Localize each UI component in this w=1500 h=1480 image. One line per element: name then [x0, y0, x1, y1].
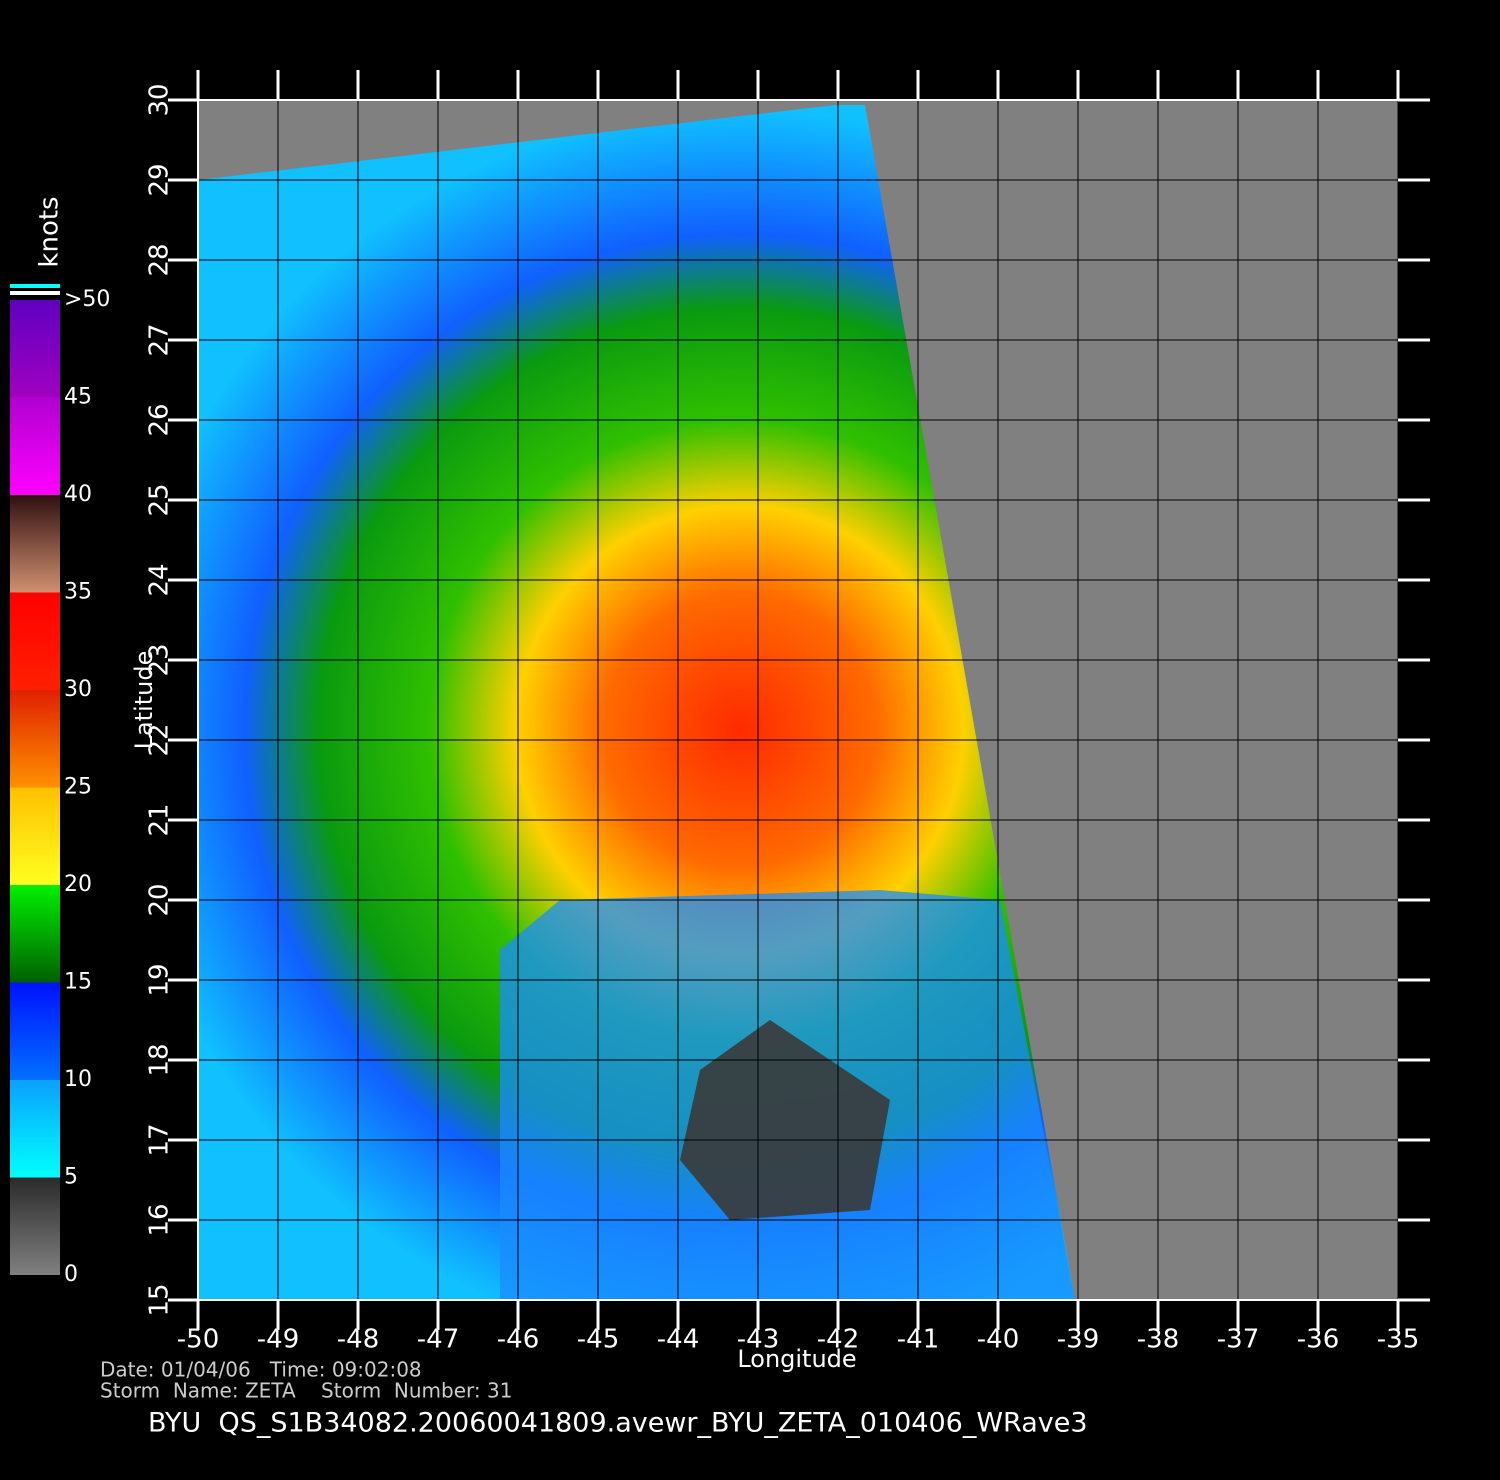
x-tick-label: -39: [1057, 1325, 1099, 1355]
x-tick-label: -46: [497, 1325, 539, 1355]
colorbar-segment: [10, 690, 60, 788]
colorbar-label: 15: [64, 970, 92, 995]
colorbar-segment: [10, 885, 60, 983]
x-tick-label: -40: [977, 1325, 1019, 1355]
colorbar-segment: [10, 1080, 60, 1178]
y-tick-label: 27: [145, 323, 175, 356]
colorbar-label: 25: [64, 775, 92, 800]
y-tick-label: 29: [145, 163, 175, 196]
colorbar-label: 35: [64, 580, 92, 605]
y-tick-label: 24: [145, 563, 175, 596]
y-tick-label: 21: [145, 803, 175, 836]
y-tick-label: 17: [145, 1123, 175, 1156]
x-tick-label: -38: [1137, 1325, 1179, 1355]
y-tick-label: 19: [145, 963, 175, 996]
y-tick-label: 20: [145, 883, 175, 916]
y-axis-label: Latitude: [130, 651, 158, 750]
x-tick-label: -48: [337, 1325, 379, 1355]
x-tick-label: -35: [1377, 1325, 1419, 1355]
colorbar-label: 40: [64, 482, 92, 507]
y-tick-label: 23: [145, 643, 175, 676]
colorbar-cap: [10, 284, 60, 288]
colorbar-segment: [10, 397, 60, 495]
colorbar-label: 0: [64, 1262, 78, 1287]
colorbar-title: knots: [35, 196, 65, 267]
y-tick-label: 18: [145, 1043, 175, 1076]
colorbar-segment: [10, 787, 60, 885]
x-axis-label: Longitude: [737, 1345, 856, 1373]
footer-product: BYU QS_S1B34082.20060041809.avewr_BYU_ZE…: [148, 1408, 1088, 1439]
colorbar: 0 5 10 15 20 25 30 35 40 45 >50: [10, 284, 110, 1287]
x-tick-label: -41: [897, 1325, 939, 1355]
colorbar-segment: [10, 1177, 60, 1275]
colorbar-label: 30: [64, 677, 92, 702]
colorbar-label: 45: [64, 385, 92, 410]
colorbar-label: 5: [64, 1165, 78, 1190]
x-tick-label: -49: [257, 1325, 299, 1355]
x-tick-label: -36: [1297, 1325, 1339, 1355]
colorbar-segment: [10, 300, 60, 398]
y-tick-label: 22: [145, 723, 175, 756]
y-tick-label: 25: [145, 483, 175, 516]
colorbar-label: 10: [64, 1067, 92, 1092]
footer-date: Date: 01/04/06 Time: 09:02:08: [100, 1358, 422, 1382]
x-tick-label: -45: [577, 1325, 619, 1355]
y-tick-label: 26: [145, 403, 175, 436]
axes: -50 -49 -48 -47 -46 -45 -44 -43 -42 -41 -40 -39 -38-…: [145, 70, 1430, 1355]
footer-storm: Storm Name: ZETA Storm Number: 31: [100, 1379, 512, 1403]
x-tick-label: -47: [417, 1325, 459, 1355]
y-tick-label: 15: [145, 1283, 175, 1316]
y-tick-label: 30: [145, 83, 175, 116]
colorbar-segment: [10, 592, 60, 690]
colorbar-cap: [10, 291, 60, 295]
colorbar-segment: [10, 982, 60, 1080]
x-tick-label: -44: [657, 1325, 699, 1355]
x-tick-label: -42: [817, 1325, 859, 1355]
x-tick-label: -37: [1217, 1325, 1259, 1355]
colorbar-label: 20: [64, 872, 92, 897]
x-tick-label: -43: [737, 1325, 779, 1355]
y-tick-label: 28: [145, 243, 175, 276]
colorbar-segment: [10, 495, 60, 593]
y-tick-label: 16: [145, 1203, 175, 1236]
colorbar-label: >50: [64, 287, 110, 312]
